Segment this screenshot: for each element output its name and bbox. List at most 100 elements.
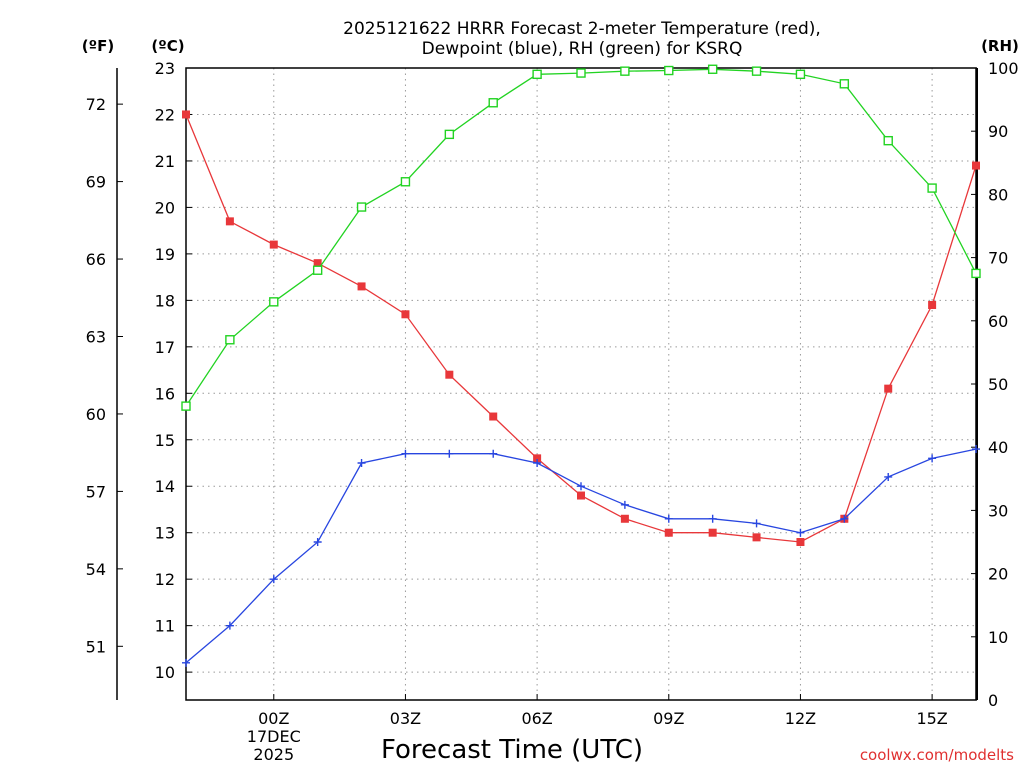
time-tick-label: 12Z (785, 709, 816, 728)
rh-point (312, 265, 323, 275)
temperature-point (225, 217, 234, 226)
temperature-point (708, 528, 717, 537)
dewpoint-point (357, 459, 366, 467)
rh-point (444, 129, 455, 140)
data-series (181, 64, 981, 667)
celsius-tick-label: 10 (155, 663, 175, 682)
time-tick-label: 03Z (390, 709, 421, 728)
celsius-tick-label: 20 (155, 198, 175, 217)
time-tick-label: 15Z (916, 709, 947, 728)
rh-point (488, 98, 498, 108)
temperature-point (182, 110, 190, 119)
plot-frame (185, 67, 977, 701)
rh-tick-label: 90 (988, 122, 1008, 141)
celsius-tick-label: 22 (155, 105, 175, 124)
time-tick-label: 09Z (653, 709, 684, 728)
celsius-tick-label: 18 (155, 291, 175, 310)
fahrenheit-tick-label: 60 (86, 405, 106, 424)
temperature-point (620, 514, 629, 523)
x-axis-title: Forecast Time (UTC) (381, 735, 643, 765)
temperature-point (796, 538, 805, 546)
rh-point (269, 297, 279, 307)
date-tick-label: 2025 (253, 745, 294, 764)
celsius-tick-label: 14 (155, 477, 175, 496)
celsius-tick-label: 23 (155, 59, 175, 78)
dewpoint-point (269, 575, 278, 584)
dewpoint-point (489, 449, 498, 458)
rh-point (225, 335, 235, 345)
chart-title-line-1: 2025121622 HRRR Forecast 2-meter Tempera… (343, 19, 821, 39)
temperature-point (269, 240, 278, 249)
celsius-unit-label: (ºC) (151, 37, 184, 55)
time-tick-label: 06Z (521, 709, 552, 728)
rh-tick-label: 40 (988, 438, 1008, 457)
dewpoint-point (445, 449, 454, 458)
rh-tick-label: 100 (988, 59, 1019, 78)
temperature-point (972, 161, 980, 170)
fahrenheit-tick-label: 66 (86, 250, 106, 269)
dewpoint-point (708, 514, 717, 523)
dewpoint-point (313, 538, 322, 546)
fahrenheit-tick-label: 63 (86, 327, 106, 346)
fahrenheit-unit-label: (ºF) (82, 37, 114, 55)
rh-point (795, 69, 806, 80)
temperature-point (445, 370, 454, 379)
celsius-tick-label: 12 (155, 570, 175, 589)
dewpoint-point (972, 445, 980, 454)
dewpoint-point (884, 472, 893, 481)
rh-point (620, 66, 630, 76)
dewpoint-point (620, 500, 629, 509)
rh-tick-label: 60 (988, 312, 1008, 331)
rh-point (532, 69, 542, 80)
dewpoint-point (401, 449, 410, 458)
dewpoint-point (225, 621, 234, 630)
temperature-point (357, 282, 366, 291)
fahrenheit-tick-label: 69 (86, 173, 106, 192)
temperature-point (664, 528, 673, 537)
axis-ticks: 10 11 12 13 14 15 16 17 18 19 20 21 22 23 00Z17DEC2025… (86, 59, 1019, 764)
temperature-line (185, 114, 977, 543)
dewpoint-point (796, 528, 805, 537)
celsius-tick-label: 19 (155, 245, 175, 264)
temperature-point (928, 301, 937, 309)
rh-point (356, 202, 367, 212)
rh-tick-label: 20 (988, 565, 1008, 584)
rh-tick-label: 50 (988, 375, 1008, 394)
celsius-tick-label: 15 (155, 431, 175, 450)
dewpoint-point (664, 514, 673, 523)
rh-tick-label: 30 (988, 501, 1008, 520)
dewpoint-point (533, 459, 542, 467)
rh-point (664, 65, 674, 76)
fahrenheit-tick-label: 57 (86, 482, 106, 501)
temperature-point (884, 384, 893, 393)
rh-point (751, 66, 762, 76)
chart-title-line-2: Dewpoint (blue), RH (green) for KSRQ (422, 39, 743, 59)
rh-point (883, 135, 893, 146)
fahrenheit-tick-label: 54 (86, 560, 106, 579)
time-tick-label: 00Z (258, 709, 289, 728)
celsius-tick-label: 17 (155, 338, 175, 357)
dewpoint-point (928, 454, 937, 463)
dewpoint-point (577, 482, 585, 491)
dewpoint-point (182, 658, 190, 667)
gridlines (186, 67, 976, 700)
rh-point (181, 401, 191, 411)
rh-point (971, 268, 981, 279)
temperature-point (313, 259, 322, 268)
rh-point (927, 183, 937, 193)
credit-text: coolwx.com/modelts (860, 746, 1014, 764)
celsius-tick-label: 11 (155, 617, 175, 636)
rh-point (839, 79, 850, 89)
temperature-point (533, 454, 542, 463)
rh-tick-label: 70 (988, 249, 1008, 268)
date-tick-label: 17DEC (247, 727, 301, 746)
celsius-tick-label: 21 (155, 152, 175, 171)
rh-point (707, 64, 718, 74)
temperature-point (401, 310, 410, 319)
dewpoint-point (840, 514, 849, 523)
temperature-point (489, 412, 498, 421)
temperature-point (752, 533, 761, 542)
rh-tick-label: 0 (988, 691, 998, 710)
fahrenheit-tick-label: 72 (86, 95, 106, 114)
